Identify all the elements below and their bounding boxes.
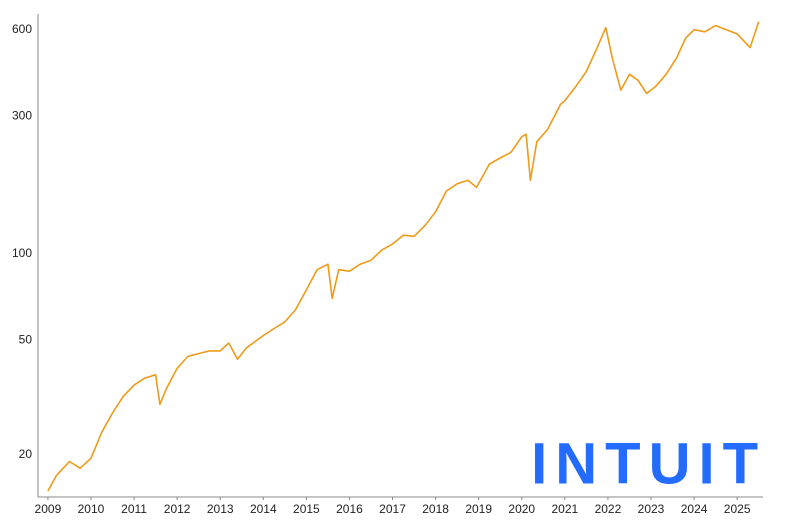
x-tick-label: 2013 bbox=[207, 502, 234, 516]
x-tick-label: 2021 bbox=[551, 502, 578, 516]
y-tick-label: 600 bbox=[12, 22, 32, 36]
y-tick-label: 300 bbox=[12, 109, 32, 123]
price-line bbox=[47, 21, 760, 492]
x-tick-label: 2024 bbox=[681, 502, 708, 516]
x-tick-label: 2016 bbox=[336, 502, 363, 516]
x-tick-label: 2019 bbox=[465, 502, 492, 516]
x-tick-label: 2014 bbox=[250, 502, 277, 516]
x-tick-label: 2018 bbox=[422, 502, 449, 516]
x-tick-label: 2017 bbox=[379, 502, 406, 516]
x-tick-label: 2023 bbox=[638, 502, 665, 516]
x-tick-label: 2022 bbox=[595, 502, 622, 516]
x-tick-label: 2015 bbox=[293, 502, 320, 516]
logo: INTUIT bbox=[531, 431, 766, 496]
x-tick-label: 2012 bbox=[164, 502, 191, 516]
x-tick-label: 2020 bbox=[508, 502, 535, 516]
x-tick-label: 2010 bbox=[78, 502, 105, 516]
x-tick-label: 2009 bbox=[35, 502, 62, 516]
y-tick-label: 20 bbox=[19, 447, 33, 461]
x-tick-label: 2011 bbox=[121, 502, 147, 516]
y-tick-label: 50 bbox=[19, 333, 33, 347]
y-tick-label: 100 bbox=[12, 246, 32, 260]
x-tick-label: 2025 bbox=[724, 502, 751, 516]
